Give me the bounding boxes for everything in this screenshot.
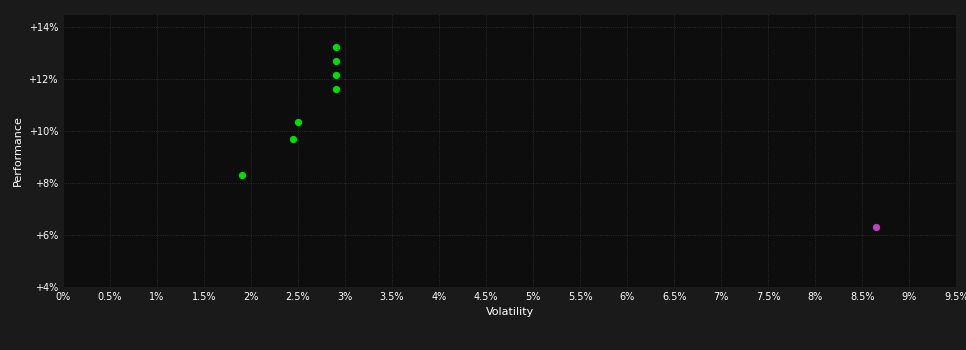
Point [327,72,343,78]
Point [327,44,343,49]
Point [290,119,305,125]
Point [327,86,343,92]
X-axis label: Volatility: Volatility [486,307,533,317]
Point [327,58,343,64]
Point [286,136,301,142]
Point [868,224,884,230]
Y-axis label: Performance: Performance [13,115,23,186]
Point [234,173,249,178]
